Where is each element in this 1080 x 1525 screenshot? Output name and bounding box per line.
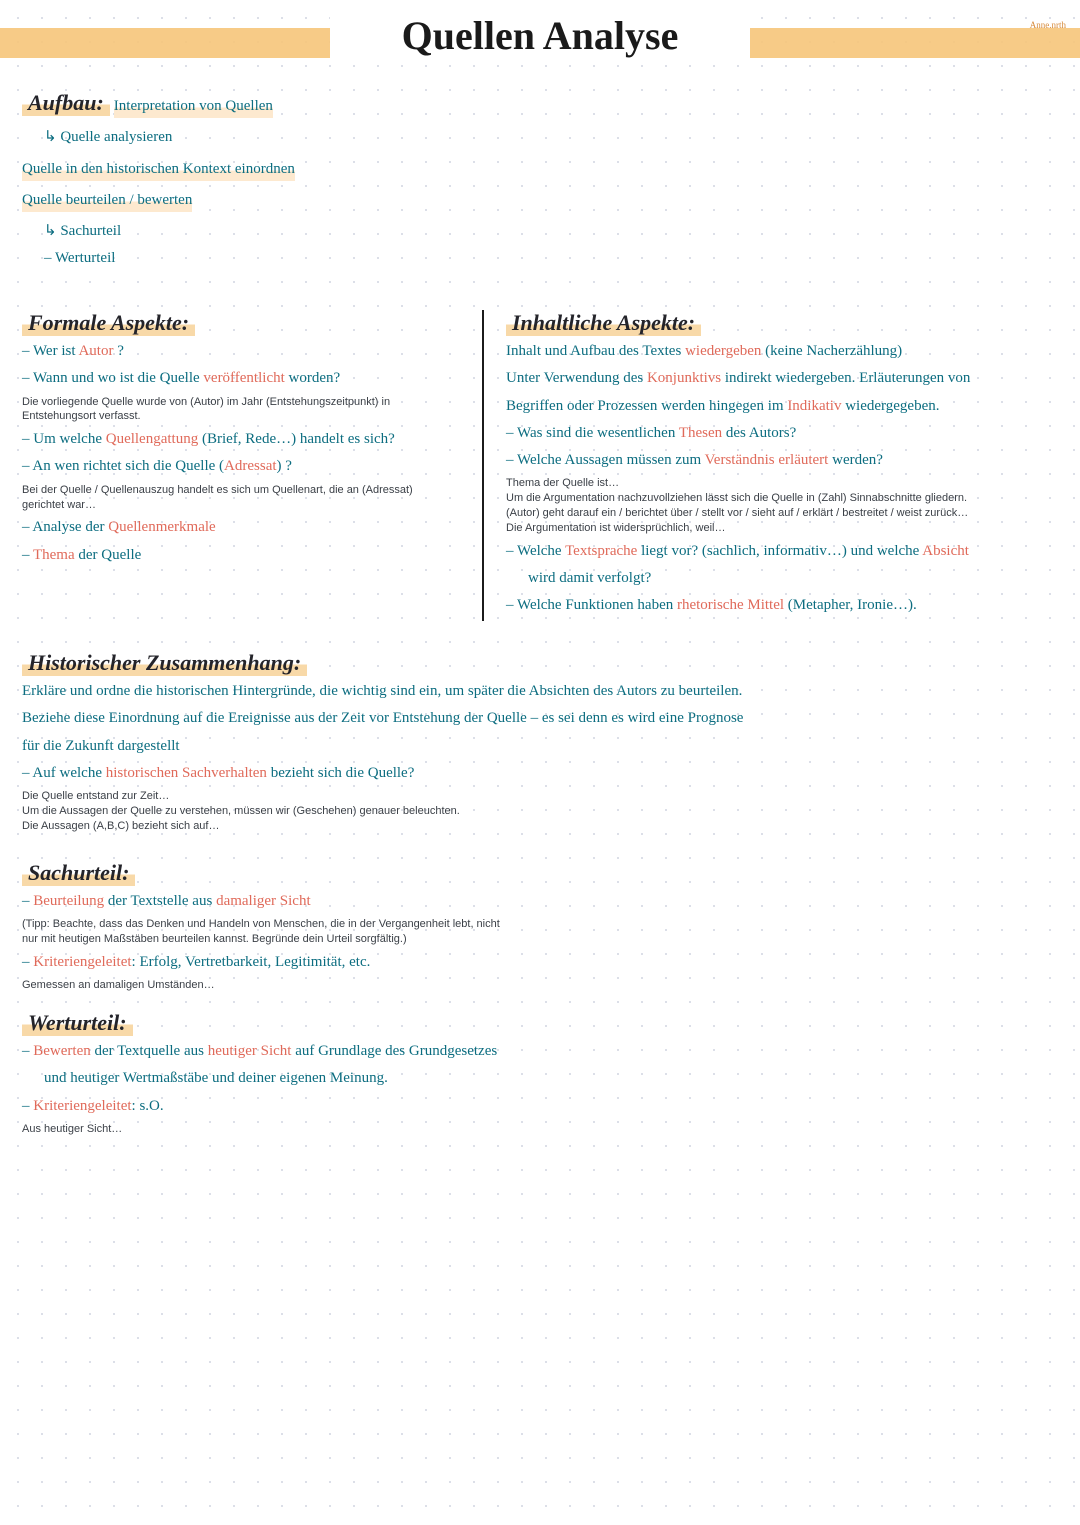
inhalt-note: Thema der Quelle ist… Um die Argumentati…: [506, 476, 1058, 535]
hist-line: Beziehe diese Einordnung auf die Ereigni…: [22, 707, 1058, 730]
sach-note: (Tipp: Beachte, dass das Denken und Hand…: [22, 917, 502, 947]
inhalt-line: Inhalt und Aufbau des Textes wiedergeben…: [506, 340, 1058, 363]
inhalt-line: Begriffen oder Prozessen werden hingegen…: [506, 395, 1058, 418]
sach-note: Gemessen an damaligen Umständen…: [22, 978, 1058, 993]
hist-line: Erkläre und ordne die historischen Hinte…: [22, 680, 1058, 703]
aufbau-line: ↳ Sachurteil: [22, 220, 1058, 243]
aufbau-line: Quelle beurteilen / bewerten: [22, 189, 192, 212]
heading-werturteil: Werturteil:: [22, 1010, 133, 1036]
inhalt-bullet: Welche Funktionen haben rhetorische Mitt…: [506, 594, 1058, 617]
inhalt-bullet: Was sind die wesentlichen Thesen des Aut…: [506, 422, 1058, 445]
heading-aufbau: Aufbau:: [22, 90, 110, 116]
aufbau-line: ↳ Quelle analysieren: [22, 126, 1058, 149]
sach-line: – Kriteriengeleitet: Erfolg, Vertretbark…: [22, 951, 1058, 974]
hist-line: für die Zukunft dargestellt: [22, 735, 1058, 758]
aufbau-line: – Werturteil: [22, 247, 1058, 270]
formale-item: – Thema der Quelle: [22, 544, 452, 567]
inhalt-bullet: Welche Textsprache liegt vor? (sachlich,…: [506, 540, 1058, 563]
formale-item: – An wen richtet sich die Quelle (Adress…: [22, 455, 452, 478]
wert-line: – Kriteriengeleitet: s.O.: [22, 1095, 1058, 1118]
aufbau-line: Quelle in den historischen Kontext einor…: [22, 158, 295, 181]
hist-note: Die Quelle entstand zur Zeit… Um die Aus…: [22, 789, 1058, 834]
inhalt-bullet: Welche Aussagen müssen zum Verständnis e…: [506, 449, 1058, 472]
col-formale: Formale Aspekte: – Wer ist Autor ? – Wan…: [22, 310, 452, 621]
hist-line: – Auf welche historischen Sachverhalten …: [22, 762, 1058, 785]
formale-item: – Um welche Quellengattung (Brief, Rede……: [22, 428, 452, 451]
heading-sachurteil: Sachurteil:: [22, 860, 135, 886]
aufbau-line: Interpretation von Quellen: [114, 95, 273, 118]
formale-item: – Wer ist Autor ?: [22, 340, 452, 363]
inhalt-line: wird damit verfolgt?: [506, 567, 1058, 590]
formale-item: – Wann und wo ist die Quelle veröffentli…: [22, 367, 452, 390]
page-title: Quellen Analyse: [330, 12, 750, 59]
heading-formale: Formale Aspekte:: [22, 310, 195, 336]
col-inhaltliche: Inhaltliche Aspekte: Inhalt und Aufbau d…: [482, 310, 1058, 621]
wert-line: – Bewerten der Textquelle aus heutiger S…: [22, 1040, 1058, 1063]
formale-note: Bei der Quelle / Quellenauszug handelt e…: [22, 483, 452, 513]
formale-item: – Analyse der Quellenmerkmale: [22, 516, 452, 539]
author-note: Anne.nrth: [1030, 20, 1066, 30]
heading-inhaltliche: Inhaltliche Aspekte:: [506, 310, 701, 336]
inhalt-line: Unter Verwendung des Konjunktivs indirek…: [506, 367, 1058, 390]
wert-note: Aus heutiger Sicht…: [22, 1122, 1058, 1137]
wert-line: und heutiger Wertmaßstäbe und deiner eig…: [22, 1067, 1058, 1090]
formale-note: Die vorliegende Quelle wurde von (Autor)…: [22, 395, 452, 425]
sach-line: – Beurteilung der Textstelle aus damalig…: [22, 890, 1058, 913]
heading-historisch: Historischer Zusammenhang:: [22, 650, 307, 676]
